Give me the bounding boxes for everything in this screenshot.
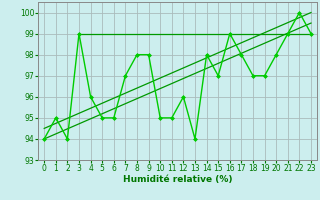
X-axis label: Humidité relative (%): Humidité relative (%) [123, 175, 232, 184]
